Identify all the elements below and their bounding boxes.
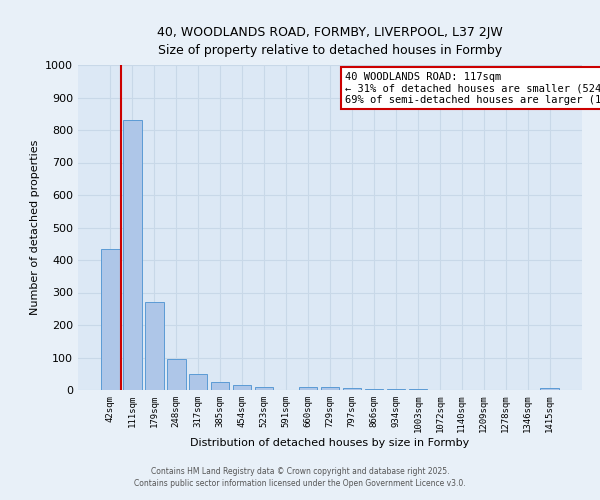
Bar (189, 374, 208, 390)
Bar (145, 302, 164, 390)
Bar (320, 388, 340, 390)
Bar (167, 359, 185, 390)
Bar (299, 387, 317, 390)
Bar (541, 388, 559, 390)
Bar (101, 248, 119, 390)
Bar (343, 388, 361, 390)
Bar (123, 120, 142, 390)
Bar (255, 387, 274, 390)
X-axis label: Distribution of detached houses by size in Formby: Distribution of detached houses by size … (190, 438, 470, 448)
Bar (233, 385, 251, 390)
Bar (365, 389, 383, 390)
Y-axis label: Number of detached properties: Number of detached properties (29, 140, 40, 315)
Text: Contains HM Land Registry data © Crown copyright and database right 2025.
Contai: Contains HM Land Registry data © Crown c… (134, 466, 466, 487)
Text: 40 WOODLANDS ROAD: 117sqm
← 31% of detached houses are smaller (524)
69% of semi: 40 WOODLANDS ROAD: 117sqm ← 31% of detac… (345, 72, 600, 104)
Title: 40, WOODLANDS ROAD, FORMBY, LIVERPOOL, L37 2JW
Size of property relative to deta: 40, WOODLANDS ROAD, FORMBY, LIVERPOOL, L… (157, 26, 503, 57)
Bar (211, 382, 229, 390)
